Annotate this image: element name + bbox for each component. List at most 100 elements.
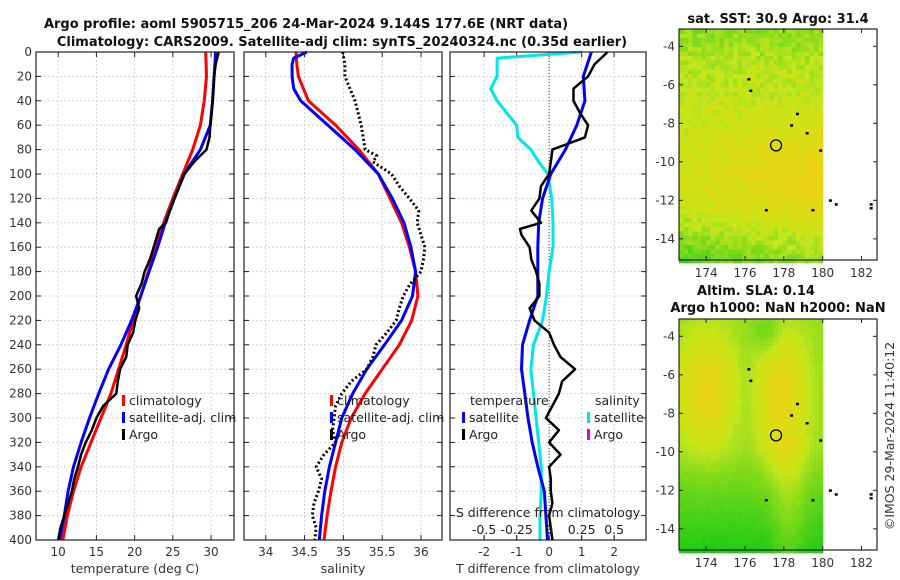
heatmap-cell xyxy=(800,51,806,57)
heatmap-cell xyxy=(760,400,765,405)
heatmap-cell xyxy=(724,328,729,333)
heatmap-cell xyxy=(701,83,707,88)
heatmap-cell xyxy=(755,404,761,410)
lon-tick-label: 176 xyxy=(734,556,757,570)
heatmap-cell xyxy=(760,490,765,495)
heatmap-cell xyxy=(760,454,765,459)
heatmap-cell xyxy=(782,481,788,486)
heatmap-cell xyxy=(818,346,824,351)
heatmap-cell xyxy=(787,159,792,165)
heatmap-cell xyxy=(746,222,752,228)
heatmap-cell xyxy=(796,328,801,333)
heatmap-cell xyxy=(697,258,702,264)
heatmap-cell xyxy=(679,168,684,174)
heatmap-cell xyxy=(809,508,815,513)
heatmap-cell xyxy=(701,445,707,450)
x-tick-label: 1 xyxy=(578,545,586,559)
heatmap-cell xyxy=(760,213,765,219)
heatmap-cell xyxy=(724,204,729,210)
heatmap-cell xyxy=(769,254,774,259)
heatmap-cell xyxy=(818,409,824,414)
heatmap-cell xyxy=(769,391,774,396)
heatmap-cell xyxy=(688,323,693,329)
heatmap-cell xyxy=(805,377,810,383)
heatmap-cell xyxy=(715,155,720,160)
heatmap-cell xyxy=(814,395,819,401)
legend-label: satellite-adj. clim xyxy=(337,410,444,425)
heatmap-cell xyxy=(760,87,765,93)
heatmap-cell xyxy=(755,526,761,531)
heatmap-cell xyxy=(805,427,810,432)
heatmap-cell xyxy=(688,132,693,138)
heatmap-cell xyxy=(751,382,756,387)
heatmap-cell xyxy=(805,204,810,210)
heatmap-cell xyxy=(787,83,792,88)
heatmap-cell xyxy=(706,476,711,482)
heatmap-cell xyxy=(683,400,689,405)
heatmap-cell xyxy=(737,485,743,491)
heatmap-cell xyxy=(710,481,716,486)
heatmap-cell xyxy=(679,150,684,156)
heatmap-cell xyxy=(769,240,774,246)
heatmap-cell xyxy=(787,146,792,151)
heatmap-cell xyxy=(719,69,725,75)
heatmap-cell xyxy=(778,231,783,237)
heatmap-cell xyxy=(773,168,779,174)
heatmap-cell xyxy=(751,227,756,232)
heatmap-cell xyxy=(724,458,729,464)
heatmap-cell xyxy=(814,96,819,102)
heatmap-cell xyxy=(715,373,720,378)
heatmap-cell xyxy=(782,350,788,356)
heatmap-cell xyxy=(791,177,797,183)
heatmap-cell xyxy=(800,427,806,432)
heatmap-cell xyxy=(782,182,788,187)
heatmap-cell xyxy=(814,413,819,419)
heatmap-cell xyxy=(733,155,738,160)
heatmap-cell xyxy=(787,114,792,120)
heatmap-cell xyxy=(728,218,734,223)
heatmap-cell xyxy=(697,155,702,160)
heatmap-cell xyxy=(755,258,761,264)
heatmap-cell xyxy=(782,56,788,61)
heatmap-cell xyxy=(809,503,815,509)
island-mark xyxy=(790,124,794,127)
heatmap-cell xyxy=(800,373,806,378)
heatmap-cell xyxy=(773,141,779,147)
heatmap-cell xyxy=(791,78,797,84)
heatmap-cell xyxy=(769,227,774,232)
heatmap-cell xyxy=(791,209,797,214)
heatmap-cell xyxy=(728,539,734,545)
heatmap-cell xyxy=(742,386,747,392)
heatmap-cell xyxy=(755,119,761,124)
heatmap-cell xyxy=(796,69,801,75)
heatmap-cell xyxy=(778,155,783,160)
heatmap-cell xyxy=(706,51,711,57)
heatmap-cell xyxy=(728,413,734,419)
heatmap-cell xyxy=(706,521,711,527)
heatmap-cell xyxy=(710,87,716,93)
heatmap-cell xyxy=(805,499,810,504)
heatmap-cell xyxy=(692,231,698,237)
heatmap-cell xyxy=(728,141,734,147)
heatmap-cell xyxy=(697,69,702,75)
heatmap-cell xyxy=(805,508,810,513)
heatmap-cell xyxy=(733,105,738,111)
heatmap-cell xyxy=(733,373,738,378)
heatmap-cell xyxy=(782,60,788,66)
heatmap-cell xyxy=(719,195,725,201)
heatmap-cell xyxy=(692,341,698,347)
heatmap-cell xyxy=(760,413,765,419)
heatmap-cell xyxy=(724,364,729,369)
heatmap-cell xyxy=(719,499,725,504)
heatmap-cell xyxy=(733,481,738,486)
heatmap-cell xyxy=(719,159,725,165)
heatmap-cell xyxy=(697,56,702,61)
heatmap-cell xyxy=(814,337,819,342)
heatmap-cell xyxy=(764,29,770,34)
heatmap-cell xyxy=(710,431,716,437)
heatmap-cell xyxy=(746,445,752,450)
heatmap-cell xyxy=(728,231,734,237)
heatmap-cell xyxy=(724,114,729,120)
heatmap-cell xyxy=(733,413,738,419)
heatmap-cell xyxy=(782,341,788,347)
